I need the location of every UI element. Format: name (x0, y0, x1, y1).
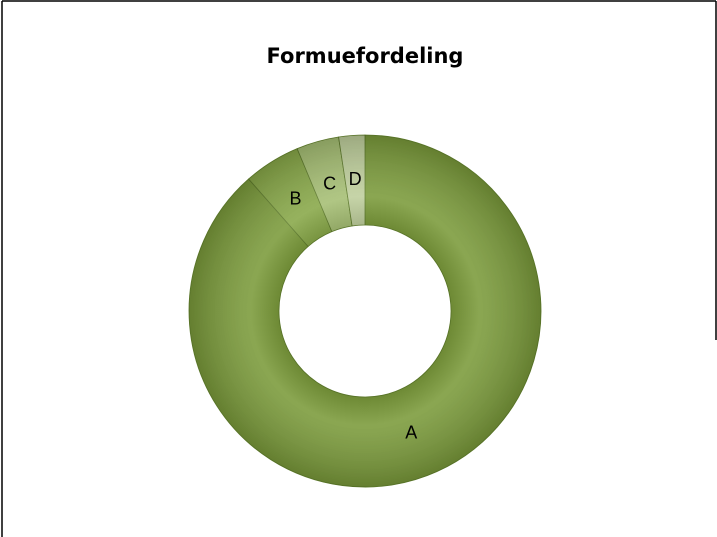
slice-label: D (349, 169, 362, 189)
chart-title: Formuefordeling (267, 44, 464, 68)
slice-label: A (405, 422, 417, 442)
labels: A B C D (289, 169, 417, 442)
slice-label: C (323, 174, 336, 194)
slices (188, 134, 542, 488)
slice-label: B (289, 189, 301, 209)
